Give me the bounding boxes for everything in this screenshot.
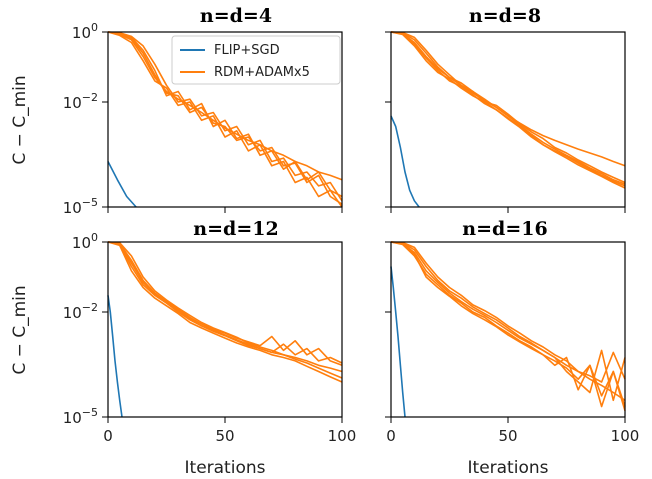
series-line-rdm-adam-3 [390, 31, 626, 187]
panel-title-n12: n=d=12 [193, 218, 278, 240]
y-tick-label: 10−2 [63, 301, 98, 322]
panel-title-n4: n=d=4 [200, 5, 272, 27]
x-tick-label: 100 [328, 427, 357, 445]
panel-n16: n=d=16 0 50 100 Iterations [385, 218, 639, 478]
series-line-flip-sgd [390, 266, 406, 418]
y-tick-label: 100 [72, 21, 98, 42]
plot-frame-n12 [107, 241, 343, 418]
x-tick-label: 50 [498, 427, 517, 445]
series-line-rdm-adam-4 [107, 31, 343, 208]
y-tick-label: 10−5 [63, 196, 98, 217]
legend-box [171, 35, 341, 85]
series-group-n16 [390, 241, 626, 418]
series-line-flip-sgd [390, 115, 420, 208]
series-line-rdm-adam-4 [390, 31, 626, 184]
series-line-rdm-adam-1 [390, 241, 626, 401]
y-tick-label: 100 [72, 231, 98, 252]
ticks-n12: 100 10−2 10−5 0 50 100 [63, 231, 357, 445]
y-axis-label-bottom: C − C_min [10, 285, 30, 374]
series-line-rdm-adam-1 [107, 31, 343, 181]
panel-title-n8: n=d=8 [469, 5, 541, 27]
legend-label-rdm-adam: RDM+ADAMx5 [214, 65, 310, 80]
series-line-flip-sgd [107, 161, 137, 208]
x-tick-label: 50 [215, 427, 234, 445]
series-line-rdm-adam-5 [107, 241, 343, 364]
series-line-rdm-adam-5 [107, 31, 343, 205]
panel-n12: n=d=12 100 10−2 10−5 0 50 100 C − C_min Itera… [10, 218, 356, 478]
y-tick-label: 10−5 [63, 406, 98, 427]
y-axis-label-top: C − C_min [10, 75, 30, 164]
x-tick-label: 100 [611, 427, 640, 445]
x-tick-label: 0 [386, 427, 396, 445]
legend-label-flip-sgd: FLIP+SGD [214, 43, 280, 58]
series-line-rdm-adam-2 [390, 31, 626, 185]
series-line-rdm-adam-5 [390, 31, 626, 189]
ticks-n8 [385, 31, 626, 213]
ticks-n16: 0 50 100 [385, 241, 640, 445]
panel-title-n16: n=d=16 [462, 218, 547, 240]
panel-n4: n=d=4 100 10−2 10−5 C − C_min FLIP+SGD RDM… [10, 5, 343, 217]
series-group-n12 [107, 241, 343, 418]
series-line-rdm-adam-4 [390, 241, 626, 383]
series-line-rdm-adam-2 [107, 241, 343, 367]
series-line-rdm-adam-3 [107, 31, 343, 202]
series-line-rdm-adam-1 [107, 241, 343, 373]
series-line-rdm-adam-3 [107, 241, 343, 379]
series-group-n4 [107, 31, 343, 208]
series-line-rdm-adam-2 [390, 241, 626, 402]
y-tick-label: 10−2 [63, 91, 98, 112]
series-line-rdm-adam-3 [390, 241, 626, 407]
series-group-n8 [390, 31, 626, 208]
series-line-rdm-adam-5 [390, 241, 626, 412]
panel-n8: n=d=8 [385, 5, 626, 213]
x-axis-label-left: Iterations [185, 458, 266, 478]
x-axis-label-right: Iterations [468, 458, 549, 478]
x-tick-label: 0 [103, 427, 113, 445]
series-line-rdm-adam-4 [107, 241, 343, 383]
series-line-flip-sgd [107, 295, 123, 418]
legend: FLIP+SGD RDM+ADAMx5 [171, 35, 341, 85]
